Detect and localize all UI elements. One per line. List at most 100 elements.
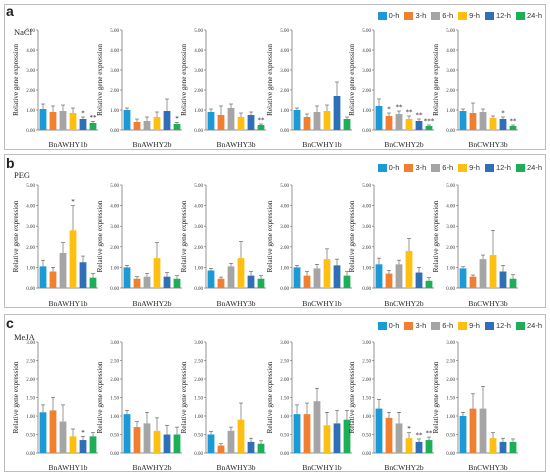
y-tick-label: 5.00 [446,29,455,34]
legend-swatch-24h [515,321,525,330]
legend-swatch-0h [377,11,387,20]
legend-label: 3-h [415,321,427,330]
bar-24-h [89,436,97,453]
y-tick-label: 2.00 [194,89,203,94]
y-tick-label: 1.50 [194,397,203,402]
bar-3-h [303,117,311,130]
legend-swatch-3h [404,321,414,330]
bar-9-h [323,111,331,130]
bar-12-h [247,441,255,453]
panel-b: b PEG 0-h 3-h 6-h 9-h 12-h 24-h [0,152,550,312]
y-tick-label: 3.00 [362,225,371,230]
bar-3-h [133,427,141,453]
bar-3-h [133,278,141,288]
y-tick-label: 0.00 [280,287,289,292]
bar-3-h [469,408,477,453]
legend-swatch-9h [458,11,468,20]
bar-12-h [415,441,423,453]
bar-24-h [173,124,181,130]
y-tick-label: 1.50 [280,397,289,402]
legend-label: 3-h [415,11,427,20]
y-tick-label: 0.00 [446,452,455,457]
bar-24-h [89,277,97,288]
legend-label: 12-h [495,321,511,330]
panel-c-letter: c [6,315,14,331]
x-axis-gene-label: BnAWHY3b [217,463,256,472]
y-tick-label: 3.00 [26,341,35,346]
y-tick-label: 2.00 [280,378,289,383]
bar-24-h [343,275,351,288]
y-axis-title: Relative gene expression [266,44,274,116]
significance-marker: * [81,110,85,118]
y-tick-label: 2.50 [194,360,203,365]
panel-a-treatment-label: NaCl [14,27,32,37]
bar-24-h [89,123,97,130]
legend-item: 3-h [404,163,426,172]
legend-label: 24-h [526,11,542,20]
y-tick-label: 0.00 [362,129,371,134]
y-tick-label: 3.00 [26,225,35,230]
significance-marker: ** [416,431,424,439]
y-tick-label: 4.00 [26,205,35,210]
bar-24-h [509,278,517,288]
bar-24-h [425,440,433,453]
y-tick-label: 2.00 [26,246,35,251]
y-axis-title: Relative gene expression [96,200,104,272]
y-tick-label: 4.00 [110,49,119,54]
y-tick-label: 1.00 [362,109,371,114]
y-tick-label: 4.00 [362,49,371,54]
y-tick-label: 0.50 [362,434,371,439]
legend-item: 24-h [515,11,542,20]
bar-3-h [49,410,57,453]
bar-6-h [59,252,67,288]
x-axis-gene-label: BnCWHY2b [384,140,423,149]
significance-marker: *** [424,118,435,126]
legend-item: 6-h [431,163,453,172]
bar-24-h [173,278,181,288]
bar-24-h [343,419,351,453]
y-tick-label: 4.00 [446,205,455,210]
y-tick-label: 5.00 [194,184,203,189]
legend-label: 3-h [415,163,427,172]
legend-swatch-0h [377,321,387,330]
bar-9-h [69,113,77,130]
significance-marker: * [175,115,179,123]
bar-3-h [49,271,57,288]
bar-9-h [237,117,245,130]
legend-item: 6-h [431,11,453,20]
bar-3-h [217,278,225,288]
y-axis-title: Relative gene expression [12,361,20,433]
significance-marker: * [71,198,75,206]
x-axis-gene-label: BnAWHY3b [217,299,256,308]
legend-label: 12-h [495,163,511,172]
bar-9-h [69,436,77,453]
panel-b-letter: b [6,155,15,171]
y-tick-label: 1.00 [446,415,455,420]
bar-24-h [425,126,433,130]
y-tick-label: 2.50 [110,360,119,365]
bar-0-h [293,110,301,130]
bar-9-h [405,438,413,453]
y-tick-label: 1.00 [26,266,35,271]
y-axis-title: Relative gene expression [12,44,20,116]
y-tick-label: 2.00 [194,246,203,251]
y-tick-label: 0.00 [26,452,35,457]
legend-label: 6-h [442,163,454,172]
y-tick-label: 5.00 [26,184,35,189]
bar-3-h [49,112,57,130]
legend-label: 9-h [469,11,480,20]
legend-swatch-6h [431,163,441,172]
bar-9-h [153,430,161,453]
bar-6-h [59,421,67,453]
legend-swatch-3h [404,11,414,20]
bar-3-h [217,445,225,453]
legend-swatch-12h [484,11,494,20]
x-axis-gene-label: BnAWHY1b [49,299,88,308]
bar-6-h [479,408,487,453]
bar-0-h [207,112,215,130]
legend-swatch-24h [515,163,525,172]
legend-swatch-24h [515,11,525,20]
bar-6-h [227,430,235,453]
significance-marker: * [81,429,85,437]
bar-0-h [39,109,47,130]
